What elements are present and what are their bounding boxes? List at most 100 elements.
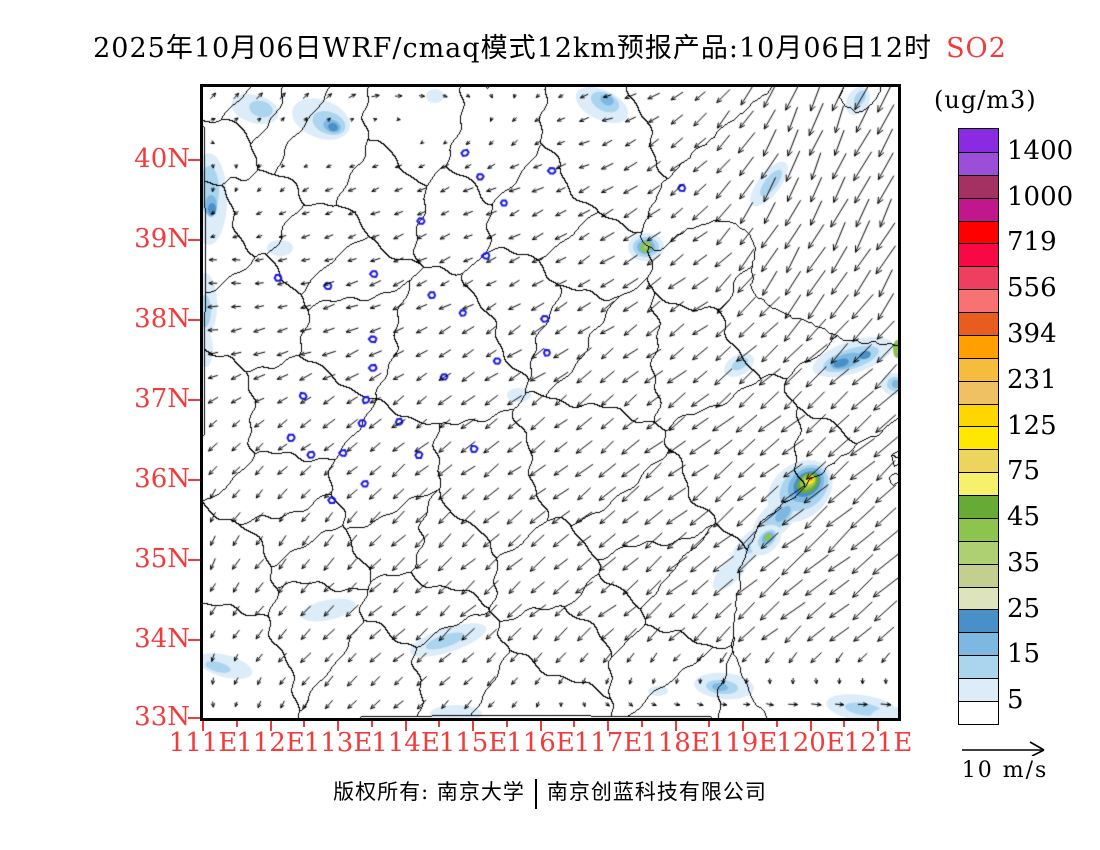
lat-tick bbox=[188, 319, 200, 321]
title-species: SO2 bbox=[946, 33, 1007, 64]
lon-tick-major bbox=[404, 721, 407, 731]
legend-band bbox=[959, 632, 998, 656]
legend-value: 125 bbox=[1007, 410, 1057, 441]
legend-band bbox=[959, 151, 998, 175]
legend-value: 719 bbox=[1007, 227, 1057, 258]
lon-tick-major bbox=[202, 721, 204, 731]
legend-value: 15 bbox=[1007, 639, 1041, 670]
legend-band bbox=[959, 586, 998, 610]
legend-value: 1400 bbox=[1007, 135, 1074, 166]
lon-label: 116E bbox=[506, 728, 575, 758]
lon-tick-minor bbox=[235, 721, 238, 727]
footer-divider bbox=[534, 778, 537, 809]
legend-band bbox=[959, 655, 998, 678]
legend-band bbox=[959, 380, 998, 404]
legend-band bbox=[959, 495, 998, 518]
title-main: 2025年10月06日WRF/cmaq模式12km预报产品:10月06日12时 bbox=[93, 33, 933, 64]
footer-right: 南京创蓝科技有限公司 bbox=[546, 780, 767, 804]
legend-band bbox=[959, 426, 998, 450]
map-canvas bbox=[203, 87, 898, 718]
lat-tick bbox=[188, 639, 200, 641]
lon-label: 119E bbox=[708, 728, 778, 758]
legend-band bbox=[959, 197, 998, 221]
lon-tick-minor bbox=[708, 721, 711, 727]
map-frame bbox=[200, 84, 901, 721]
legend-value: 5 bbox=[1007, 685, 1024, 716]
lon-label: 120E bbox=[776, 728, 845, 758]
lat-label: 35N bbox=[134, 544, 190, 574]
wind-scale: 10 m/s bbox=[940, 738, 1070, 783]
wind-scale-arrow-icon bbox=[962, 741, 1045, 756]
lon-tick-major bbox=[877, 721, 879, 731]
lon-label: 111E bbox=[168, 728, 238, 758]
lon-tick-major bbox=[674, 721, 677, 731]
legend-unit-label: (ug/m3) bbox=[934, 86, 1037, 114]
lat-tick bbox=[188, 479, 200, 481]
legend-band bbox=[959, 700, 998, 724]
lat-tick bbox=[188, 159, 200, 161]
lat-label: 39N bbox=[134, 224, 190, 254]
legend-value: 1000 bbox=[1007, 181, 1074, 212]
legend-value: 394 bbox=[1007, 318, 1057, 349]
lon-tick-minor bbox=[438, 721, 441, 727]
lon-tick-major bbox=[539, 721, 542, 731]
legend-band bbox=[959, 174, 998, 198]
legend-value: 75 bbox=[1007, 456, 1041, 487]
lon-tick-minor bbox=[843, 721, 846, 727]
legend-band bbox=[959, 540, 998, 564]
lon-tick-minor bbox=[505, 721, 508, 727]
lat-label: 38N bbox=[134, 304, 190, 334]
lon-tick-major bbox=[337, 721, 339, 731]
legend-value: 25 bbox=[1007, 593, 1041, 624]
legend-band bbox=[959, 266, 998, 290]
legend-band bbox=[959, 220, 998, 244]
lon-label: 115E bbox=[438, 728, 508, 758]
lat-tick bbox=[188, 399, 200, 401]
lon-label: 118E bbox=[641, 728, 710, 758]
legend-band bbox=[959, 312, 998, 335]
lon-tick-major bbox=[742, 721, 744, 731]
lon-label: 112E bbox=[236, 728, 305, 758]
lon-tick-major bbox=[607, 721, 609, 731]
lat-label: 40N bbox=[134, 144, 190, 174]
legend-band bbox=[959, 129, 998, 152]
lat-label: 36N bbox=[134, 464, 190, 494]
lat-tick bbox=[188, 559, 200, 561]
legend-band bbox=[959, 678, 998, 701]
legend-band bbox=[959, 472, 998, 495]
legend-band bbox=[959, 517, 998, 541]
footer-left: 版权所有: 南京大学 bbox=[333, 780, 525, 804]
legend-band bbox=[959, 403, 998, 427]
legend-band bbox=[959, 449, 998, 473]
wind-scale-label: 10 m/s bbox=[961, 758, 1049, 783]
lon-label: 117E bbox=[573, 728, 643, 758]
lat-label: 34N bbox=[134, 624, 190, 654]
legend-value: 231 bbox=[1007, 364, 1057, 395]
lon-tick-major bbox=[269, 721, 272, 731]
lon-label: 113E bbox=[303, 728, 373, 758]
page-title: 2025年10月06日WRF/cmaq模式12km预报产品:10月06日12时 S… bbox=[0, 26, 1100, 65]
lon-label: 114E bbox=[371, 728, 440, 758]
legend-colorbar bbox=[958, 128, 999, 725]
legend-band bbox=[959, 357, 998, 381]
lon-tick-major bbox=[472, 721, 474, 731]
lat-tick bbox=[188, 717, 200, 719]
legend-value: 556 bbox=[1007, 273, 1057, 304]
lon-tick-minor bbox=[573, 721, 576, 727]
legend-band bbox=[959, 609, 998, 633]
lon-tick-major bbox=[809, 721, 812, 731]
legend-value: 35 bbox=[1007, 547, 1041, 578]
lat-tick bbox=[188, 239, 200, 241]
legend-band bbox=[959, 334, 998, 358]
lat-label: 37N bbox=[134, 384, 190, 414]
lon-label: 121E bbox=[843, 728, 913, 758]
legend-value: 45 bbox=[1007, 502, 1041, 533]
lon-tick-minor bbox=[370, 721, 373, 727]
lat-label: 33N bbox=[134, 702, 190, 732]
legend-band bbox=[959, 243, 998, 267]
legend-band bbox=[959, 289, 998, 312]
lon-tick-minor bbox=[640, 721, 643, 727]
lon-tick-minor bbox=[303, 721, 306, 727]
copyright-footer: 版权所有: 南京大学 南京创蓝科技有限公司 bbox=[0, 776, 1100, 809]
